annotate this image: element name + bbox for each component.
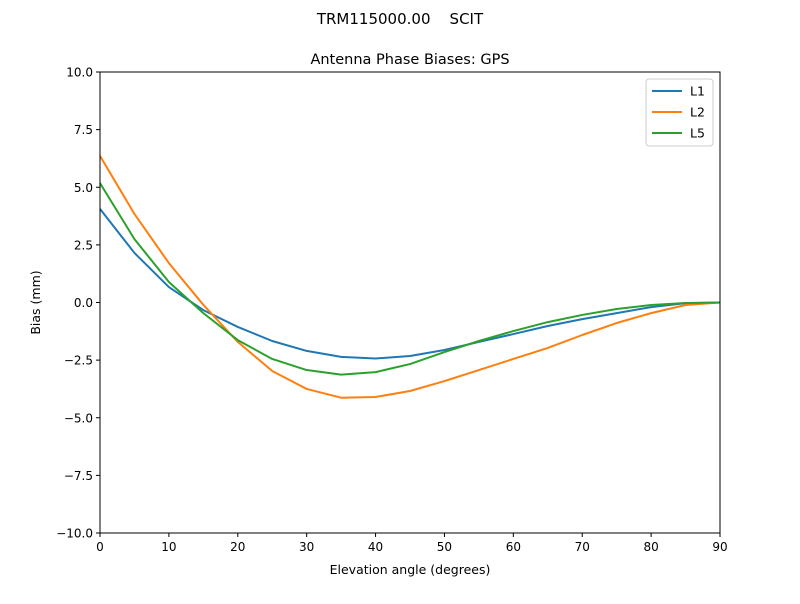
legend-label: L1: [690, 84, 705, 99]
y-tick-label: 7.5: [74, 123, 93, 137]
figure-suptitle: TRM115000.00 SCIT: [316, 10, 484, 28]
x-tick-label: 20: [230, 540, 245, 554]
x-tick-label: 70: [575, 540, 590, 554]
series-layer: [99, 155, 721, 399]
y-tick-label: 0.0: [74, 296, 93, 310]
y-tick-label: 5.0: [74, 181, 93, 195]
x-ticks: 0 10 20 30 40 50 60 70 80 90: [96, 533, 728, 554]
y-tick-label: −7.5: [64, 469, 93, 483]
x-axis-label: Elevation angle (degrees): [330, 562, 491, 577]
legend-label: L2: [690, 105, 705, 120]
series-line-l5: [99, 182, 721, 376]
y-tick-label: −5.0: [64, 411, 93, 425]
x-tick-label: 50: [437, 540, 452, 554]
legend-label: L5: [690, 126, 705, 141]
x-tick-label: 90: [712, 540, 727, 554]
x-tick-label: 80: [643, 540, 658, 554]
series-line-l1: [99, 208, 721, 360]
chart-title: Antenna Phase Biases: GPS: [310, 52, 509, 68]
x-tick-label: 60: [506, 540, 521, 554]
x-tick-label: 30: [299, 540, 314, 554]
x-tick-label: 10: [161, 540, 176, 554]
y-tick-label: 10.0: [66, 66, 93, 80]
y-tick-label: −10.0: [56, 527, 93, 541]
y-tick-label: −2.5: [64, 354, 93, 368]
series-line-l2: [99, 155, 721, 399]
legend: L1 L2 L5: [645, 78, 714, 147]
y-ticks: 10.0 7.5 5.0 2.5 0.0 −2.5 −5.0 −7.5 −10.0: [56, 66, 100, 541]
x-tick-label: 0: [96, 540, 104, 554]
y-tick-label: 2.5: [74, 238, 93, 252]
y-axis-label: Bias (mm): [28, 270, 43, 334]
x-tick-label: 40: [368, 540, 383, 554]
